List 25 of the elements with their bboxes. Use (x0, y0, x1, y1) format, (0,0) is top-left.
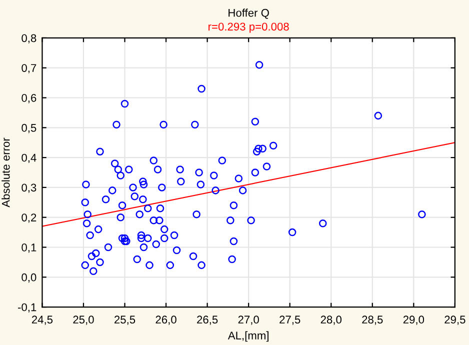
x-tick-label: 29,5 (444, 316, 466, 325)
y-tick-label: 0,2 (22, 214, 36, 223)
chart-title: Hoffer Q (228, 8, 269, 19)
x-tick-label: 25,0 (73, 316, 94, 325)
y-tick-label: 0,0 (22, 273, 36, 283)
x-tick-label: 28,0 (320, 316, 342, 325)
chart-subtitle: r=0.293 p=0.008 (208, 22, 289, 33)
y-axis-title: Absolute error (2, 138, 10, 208)
y-tick-label: 0,6 (22, 94, 36, 104)
x-tick-label: 24,5 (32, 316, 53, 325)
x-tick-label: 27,0 (238, 316, 259, 325)
y-tick-label: 0,3 (22, 184, 36, 193)
y-tick-label: 0,8 (22, 34, 36, 44)
x-tick-label: 26,0 (156, 316, 176, 325)
y-tick-label: 0,5 (22, 124, 36, 134)
x-tick-label: 26,5 (197, 316, 218, 325)
y-tick-label: 0,4 (22, 154, 36, 163)
y-tick-label: -0,1 (18, 303, 36, 312)
y-tick-label: 0,1 (22, 244, 36, 253)
x-tick-label: 29,0 (403, 316, 424, 325)
x-axis-title: AL,[mm] (228, 331, 268, 342)
y-tick-label: 0,7 (22, 64, 36, 74)
x-tick-label: 28,5 (362, 316, 383, 325)
x-tick-label: 25,5 (114, 316, 136, 325)
x-tick-label: 27,5 (280, 316, 300, 325)
